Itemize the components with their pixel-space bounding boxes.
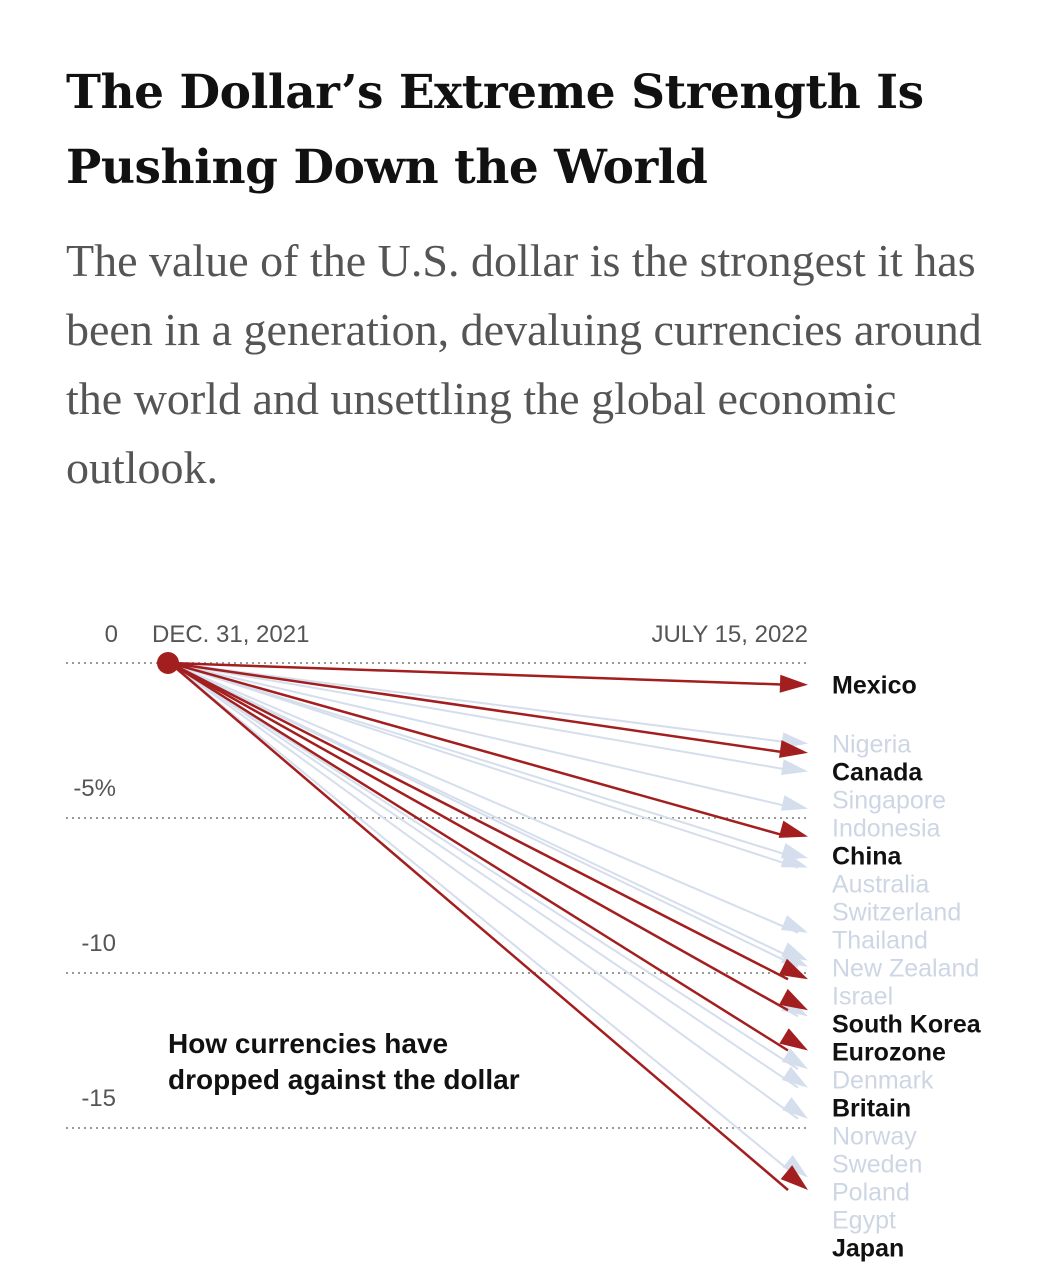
label-indonesia: Indonesia — [832, 815, 941, 843]
arrowhead — [779, 674, 808, 693]
arrow-japan — [169, 662, 789, 1191]
arrow-poland — [169, 662, 799, 1120]
arrow-switzerland — [169, 662, 799, 869]
arrowhead — [781, 1048, 809, 1070]
arrow-egypt — [169, 662, 799, 1179]
arrow-thailand — [169, 662, 799, 934]
label-japan: Japan — [832, 1235, 904, 1263]
y-tick-label: -15 — [81, 1085, 116, 1112]
arrow-indonesia — [169, 662, 799, 810]
x-label-start: DEC. 31, 2021 — [152, 621, 309, 648]
arrow-china — [169, 661, 789, 838]
arrow-mexico — [169, 661, 789, 686]
label-singapore: Singapore — [832, 787, 946, 815]
arrowhead — [779, 1028, 808, 1051]
label-nigeria: Nigeria — [832, 731, 911, 759]
label-south-korea: South Korea — [832, 1011, 982, 1039]
label-britain: Britain — [832, 1095, 911, 1123]
label-norway: Norway — [832, 1123, 917, 1151]
arrow-south-korea — [169, 661, 789, 981]
arrowhead — [778, 820, 809, 838]
chart-title: How currencies have dropped against the d… — [168, 1028, 520, 1095]
label-switzerland: Switzerland — [832, 899, 961, 927]
label-mexico: Mexico — [832, 672, 917, 700]
arrow-britain — [169, 661, 789, 1052]
arrow-singapore — [169, 662, 799, 773]
arrow-sweden — [169, 662, 799, 1089]
y-tick-label: -5% — [73, 775, 116, 802]
x-label-end: JULY 15, 2022 — [651, 621, 808, 648]
y-tick-label: 0 — [105, 621, 118, 648]
start-dot — [157, 652, 179, 674]
arrowhead — [780, 915, 809, 933]
arrowhead — [782, 1097, 809, 1119]
label-eurozone: Eurozone — [832, 1039, 946, 1067]
arrowhead — [781, 1066, 809, 1088]
arrow-australia — [169, 662, 799, 860]
arrow-nigeria — [169, 662, 799, 745]
label-egypt: Egypt — [832, 1207, 896, 1235]
label-china: China — [832, 843, 903, 871]
y-tick-label: -10 — [81, 930, 116, 957]
label-israel: Israel — [832, 983, 893, 1011]
label-sweden: Sweden — [832, 1151, 922, 1179]
currency-slope-chart: 0-5%-10-15 MexicoNigeriaCanadaSingaporeI… — [66, 621, 982, 1263]
label-thailand: Thailand — [832, 927, 928, 955]
subheadline: The value of the U.S. dollar is the stro… — [66, 235, 982, 493]
headline: The Dollar’s Extreme Strength Is Pushing… — [66, 65, 924, 195]
label-canada: Canada — [832, 759, 923, 787]
arrowhead — [782, 1155, 808, 1178]
label-denmark: Denmark — [832, 1067, 934, 1095]
label-new-zealand: New Zealand — [832, 955, 979, 983]
label-australia: Australia — [832, 871, 929, 899]
arrowhead — [779, 988, 809, 1011]
arrow-norway — [169, 662, 799, 1070]
arrow-eurozone — [169, 661, 789, 1012]
arrowhead — [780, 795, 808, 811]
arrow-israel — [169, 662, 799, 968]
arrowhead — [780, 852, 809, 868]
arrowhead — [779, 740, 808, 758]
arrowhead — [778, 958, 809, 980]
arrowhead — [780, 1165, 808, 1190]
label-poland: Poland — [832, 1179, 910, 1207]
arrow-canada — [169, 661, 789, 755]
arrowhead — [781, 759, 808, 776]
